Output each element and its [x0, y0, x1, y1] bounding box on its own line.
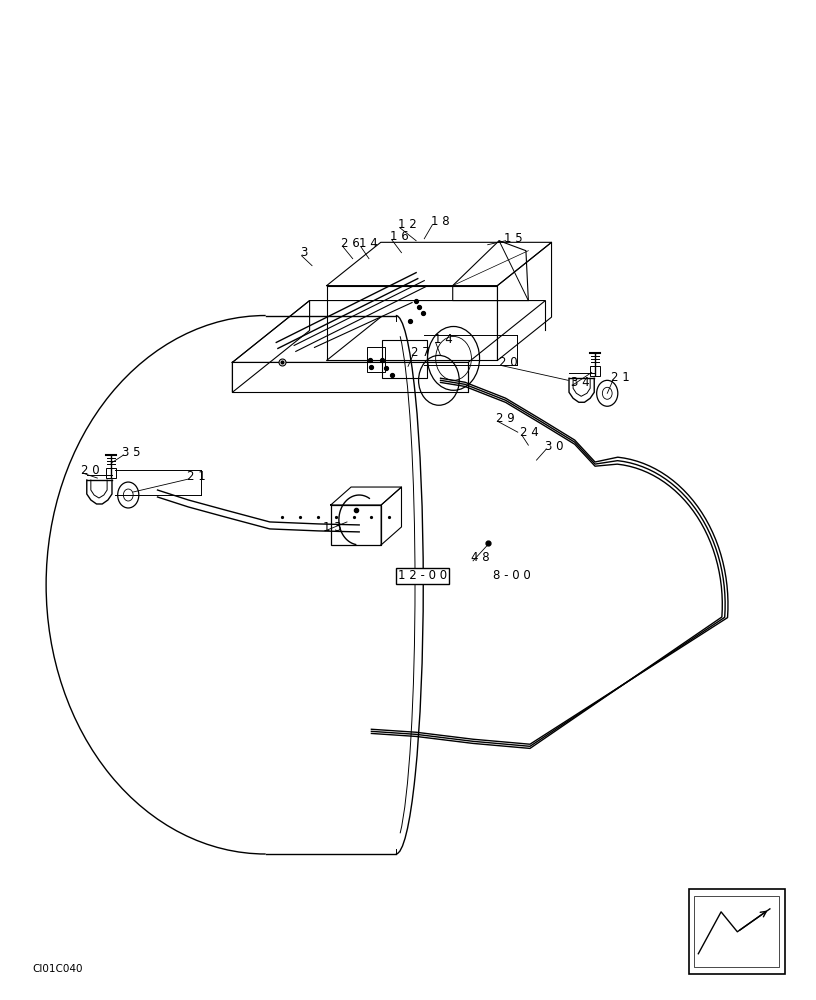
Text: 3 0: 3 0	[544, 440, 563, 453]
Text: 2 1: 2 1	[611, 371, 630, 384]
Text: 1 4: 1 4	[434, 333, 453, 346]
Bar	[106, 468, 116, 478]
Text: 8 - 0 0: 8 - 0 0	[493, 569, 530, 582]
Bar	[330, 505, 381, 545]
Text: 1 8: 1 8	[431, 215, 450, 228]
Text: 2 6: 2 6	[341, 237, 360, 250]
Text: 2 9: 2 9	[496, 412, 515, 425]
Text: 2 0: 2 0	[81, 464, 100, 477]
Text: 2 0: 2 0	[499, 356, 517, 369]
Text: 1 3: 1 3	[323, 521, 342, 534]
Text: 1 4: 1 4	[359, 237, 378, 250]
Text: 4 8: 4 8	[472, 551, 490, 564]
Text: 1 2 - 0 0: 1 2 - 0 0	[398, 569, 447, 582]
Text: 2 7: 2 7	[411, 346, 430, 359]
Text: 2 4: 2 4	[521, 426, 539, 439]
Bar	[367, 347, 385, 372]
Bar	[689, 889, 784, 974]
Text: 2 1: 2 1	[187, 470, 206, 483]
Bar	[382, 340, 427, 378]
Text: 1 6: 1 6	[390, 230, 409, 243]
Text: 1 5: 1 5	[504, 232, 522, 245]
Text: 3: 3	[299, 246, 307, 259]
Bar	[590, 366, 600, 376]
Text: CI01C040: CI01C040	[33, 964, 82, 974]
Text: 3 5: 3 5	[122, 446, 140, 459]
Text: 3 4: 3 4	[570, 376, 589, 389]
Bar	[694, 896, 778, 967]
Text: 1 2: 1 2	[398, 218, 417, 231]
